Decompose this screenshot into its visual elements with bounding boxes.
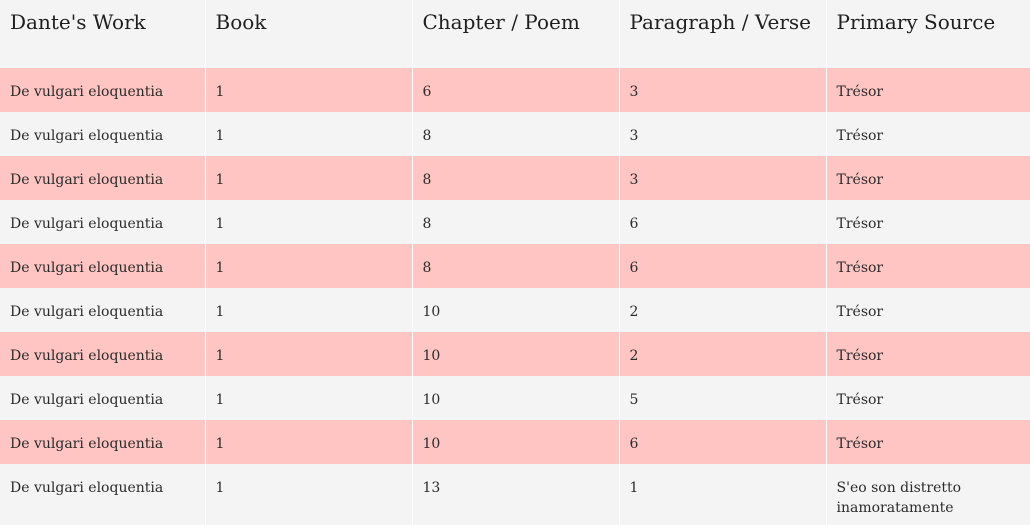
column-header-chapter: Chapter / Poem	[412, 0, 620, 68]
cell-source: Trésor	[836, 84, 884, 100]
cell-work: De vulgari eloquentia	[0, 244, 206, 288]
cell-paragraph: 3	[619, 68, 827, 112]
cell-paragraph: 5	[619, 376, 827, 420]
cell-book: 1	[205, 200, 413, 244]
cell-source: Trésor	[836, 436, 884, 452]
cell-source: S'eo son distretto inamoratamente	[836, 480, 962, 516]
cell-book: 1	[205, 112, 413, 156]
cell-chapter: 8	[412, 156, 620, 200]
cell-source: Trésor	[836, 392, 884, 408]
table-row: De vulgari eloquentia 1 13 1 S'eo son distre…	[0, 464, 1030, 525]
cell-work: De vulgari eloquentia	[0, 68, 206, 112]
table-row: De vulgari eloquentia 1 8 3 Trésor	[0, 112, 1030, 156]
cell-paragraph: 6	[619, 200, 827, 244]
table-row: De vulgari eloquentia 1 8 3 Trésor	[0, 156, 1030, 200]
table-row: De vulgari eloquentia 1 10 6 Trésor	[0, 420, 1030, 464]
cell-book: 1	[205, 420, 413, 464]
cell-book: 1	[205, 156, 413, 200]
cell-work: De vulgari eloquentia	[0, 200, 206, 244]
cell-paragraph: 1	[619, 464, 827, 525]
table-row: De vulgari eloquentia 1 6 3 Trésor	[0, 68, 1030, 112]
cell-chapter: 10	[412, 332, 620, 376]
column-header-paragraph: Paragraph / Verse	[619, 0, 827, 68]
cell-source: Trésor	[836, 128, 884, 144]
cell-book: 1	[205, 332, 413, 376]
cell-source: Trésor	[836, 348, 884, 364]
table-body: De vulgari eloquentia 1 6 3 Trésor De vulgari…	[0, 68, 1030, 525]
cell-chapter: 8	[412, 200, 620, 244]
column-header-source: Primary Source	[836, 10, 996, 34]
cell-source: Trésor	[836, 260, 884, 276]
table-header: Dante's Work Book Chapter / Poem Paragra…	[0, 0, 1030, 68]
cell-paragraph: 3	[619, 112, 827, 156]
cell-work: De vulgari eloquentia	[0, 332, 206, 376]
cell-paragraph: 6	[619, 244, 827, 288]
cell-chapter: 13	[412, 464, 620, 525]
cell-paragraph: 2	[619, 332, 827, 376]
cell-source: Trésor	[836, 216, 884, 232]
cell-source: Trésor	[836, 172, 884, 188]
column-header-book: Book	[205, 0, 413, 68]
header-row: Dante's Work Book Chapter / Poem Paragra…	[0, 0, 1030, 68]
cell-book: 1	[205, 68, 413, 112]
cell-work: De vulgari eloquentia	[0, 288, 206, 332]
cell-chapter: 10	[412, 376, 620, 420]
cell-paragraph: 3	[619, 156, 827, 200]
cell-source: Trésor	[836, 304, 884, 320]
cell-chapter: 10	[412, 288, 620, 332]
table-row: De vulgari eloquentia 1 10 2 Trésor	[0, 288, 1030, 332]
cell-work: De vulgari eloquentia	[0, 112, 206, 156]
cell-book: 1	[205, 244, 413, 288]
cell-paragraph: 2	[619, 288, 827, 332]
table-row: De vulgari eloquentia 1 8 6 Trésor	[0, 200, 1030, 244]
cell-paragraph: 6	[619, 420, 827, 464]
cell-chapter: 8	[412, 244, 620, 288]
cell-book: 1	[205, 464, 413, 525]
cell-chapter: 10	[412, 420, 620, 464]
table-row: De vulgari eloquentia 1 8 6 Trésor	[0, 244, 1030, 288]
cell-work: De vulgari eloquentia	[0, 464, 206, 525]
cell-chapter: 8	[412, 112, 620, 156]
cell-chapter: 6	[412, 68, 620, 112]
cell-work: De vulgari eloquentia	[0, 156, 206, 200]
cell-work: De vulgari eloquentia	[0, 376, 206, 420]
table-row: De vulgari eloquentia 1 10 2 Trésor	[0, 332, 1030, 376]
column-header-work: Dante's Work	[0, 0, 206, 68]
cell-book: 1	[205, 288, 413, 332]
cell-work: De vulgari eloquentia	[0, 420, 206, 464]
cell-book: 1	[205, 376, 413, 420]
table-row: De vulgari eloquentia 1 10 5 Trésor	[0, 376, 1030, 420]
